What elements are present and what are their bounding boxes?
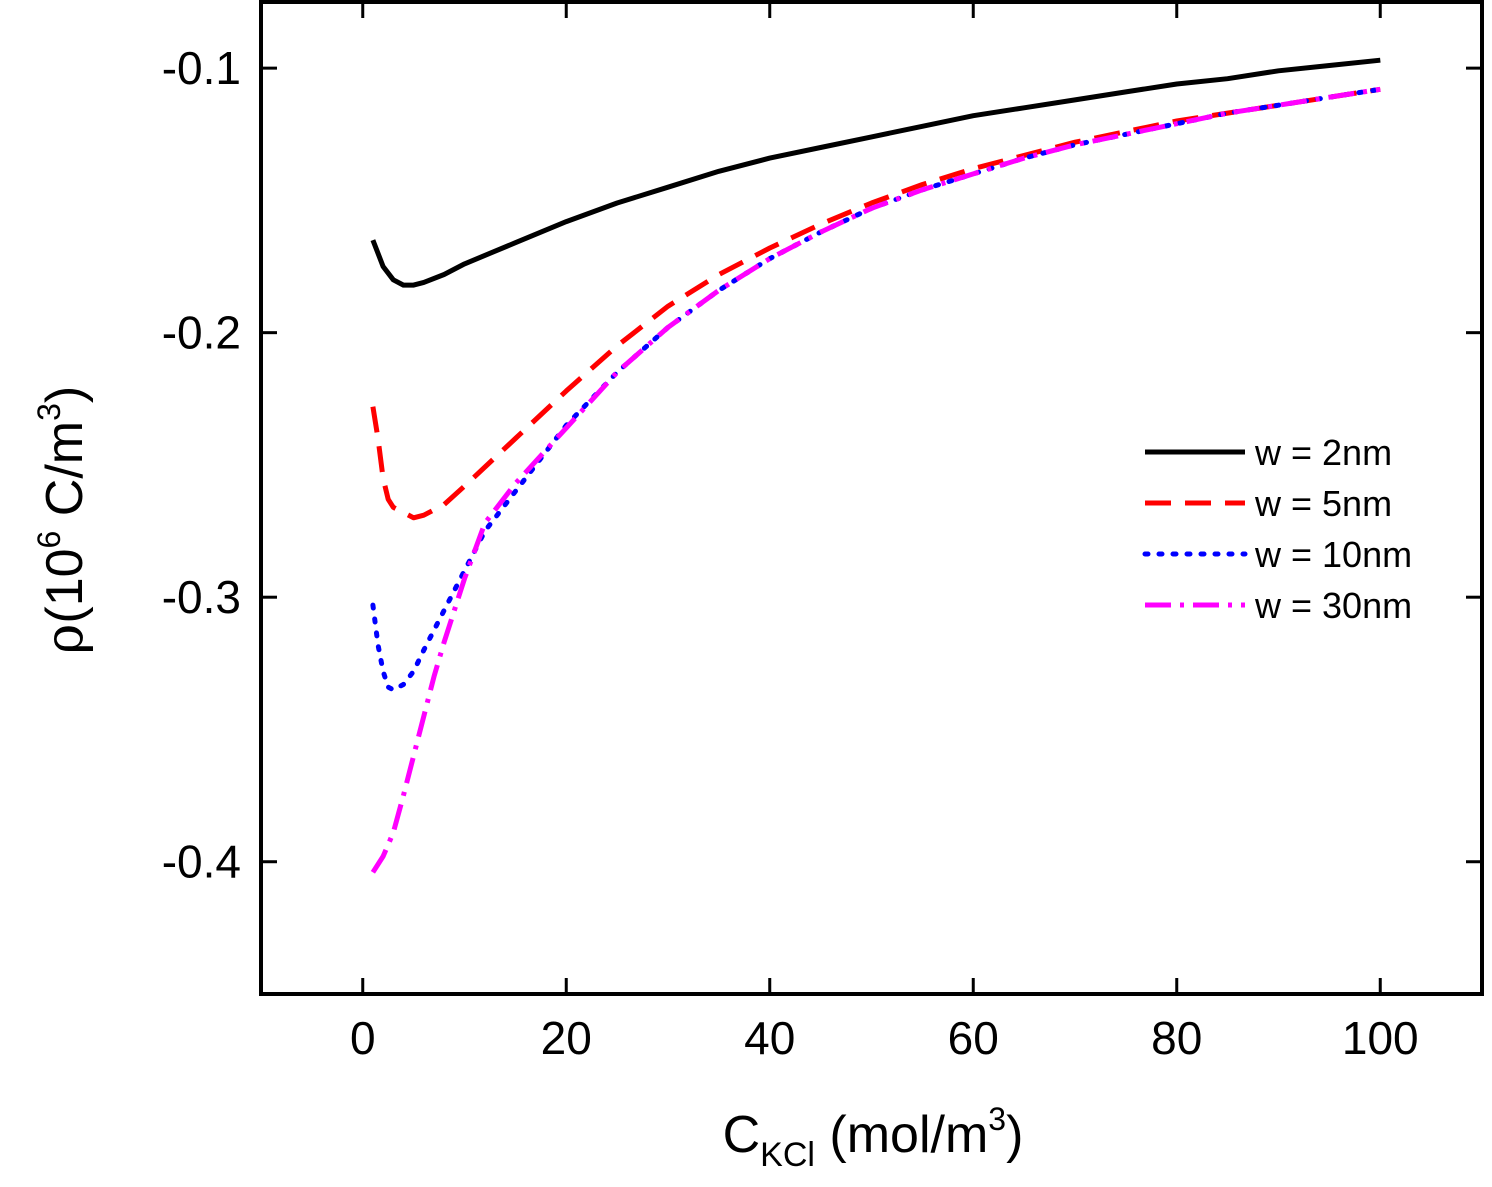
x-axis-title-sub: KCl — [760, 1136, 815, 1174]
y-axis-title-close: ) — [36, 386, 94, 403]
legend-label-1: w = 2nm — [1254, 432, 1392, 473]
y-tick-label: -0.4 — [162, 836, 241, 888]
series-line-3 — [370, 86, 1383, 693]
y-tick-label: -0.2 — [162, 307, 241, 359]
series-line-2 — [370, 86, 1381, 521]
x-axis-title-close: ) — [1006, 1106, 1023, 1164]
x-tick-label: 100 — [1342, 1012, 1419, 1064]
y-axis-title-sup1: 6 — [31, 531, 67, 549]
x-tick-label: 80 — [1151, 1012, 1202, 1064]
series-line-4 — [370, 86, 1381, 874]
x-tick-label: 20 — [541, 1012, 592, 1064]
y-axis-title-greek: ρ — [35, 624, 95, 655]
x-axis-title: CKCl (mol/m3) — [723, 1101, 1024, 1174]
legend-label-2: w = 5nm — [1254, 483, 1392, 524]
x-tick-label: 40 — [744, 1012, 795, 1064]
x-axis-title-unit: (mol/m — [815, 1106, 988, 1164]
legend-label-3: w = 10nm — [1254, 534, 1412, 575]
x-tick-label: 60 — [948, 1012, 999, 1064]
x-tick-label: 0 — [350, 1012, 376, 1064]
y-axis-title-sup2: 3 — [31, 403, 67, 421]
plot-frame — [259, 0, 1484, 996]
ticks-layer: 0 20 40 60 80 100 -0.1 -0.2 -0.3 -0.4 — [162, 2, 1482, 1064]
series-layer — [370, 57, 1383, 874]
x-axis-title-sup: 3 — [988, 1101, 1006, 1137]
y-tick-label: -0.3 — [162, 571, 241, 623]
legend: w = 2nm w = 5nm w = 10nm w = 30nm — [1142, 432, 1412, 626]
y-tick-label: -0.1 — [162, 42, 241, 94]
legend-label-4: w = 30nm — [1254, 585, 1412, 626]
y-axis-title-pre: (10 — [36, 548, 94, 623]
series-line-1 — [370, 57, 1381, 288]
y-axis-title: ρ(106 C/m3) — [31, 386, 95, 654]
y-axis-title-mid: C/m — [36, 421, 94, 531]
x-axis-title-main: C — [723, 1106, 761, 1164]
